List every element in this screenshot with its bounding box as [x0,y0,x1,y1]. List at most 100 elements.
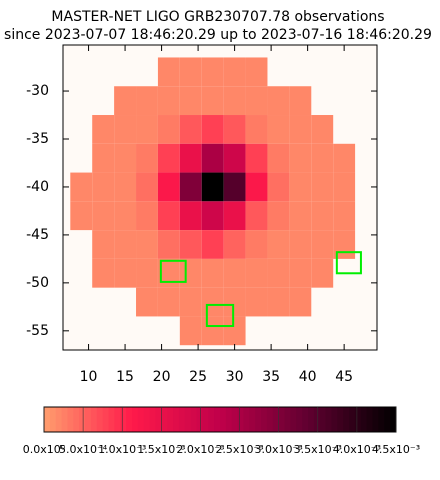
heat-cell [157,143,180,173]
colorbar-segment [67,407,74,432]
heat-cell [179,258,202,288]
colorbar-segment [249,407,256,432]
heat-cell [157,115,180,144]
colorbar-tick-label: 1.0x10⁻³ [98,443,146,456]
heat-cell [92,201,115,231]
heat-cell [179,230,202,259]
y-tick-label: -35 [26,131,49,147]
heat-cell [179,143,202,173]
heat-cell [114,230,137,259]
heat-cell [114,172,137,202]
heat-cell [157,287,180,317]
field-box [159,259,187,283]
colorbar-segment [96,407,104,432]
x-tick-label: 20 [153,369,171,385]
colorbar-segment [114,407,121,432]
heat-cell [245,230,268,259]
heat-cell [245,287,268,317]
heat-cell [245,258,268,288]
colorbar-segment [149,407,156,432]
heat-cell [267,143,290,173]
heat-cell [92,143,115,173]
colorbar-segment [85,407,92,432]
heat-cell [245,201,268,231]
heat-cell [245,143,268,173]
heat-cell [311,143,334,173]
heat-cell [136,172,158,202]
heat-cell [179,287,202,317]
heat-cell [92,172,115,202]
colorbar-tick-label: 4.0x10⁻³ [333,443,381,456]
colorbar-segment [319,407,327,432]
colorbar-segment [44,407,51,432]
heat-cell [136,115,158,144]
heat-cell [311,115,334,144]
colorbar-segment [308,407,315,432]
heat-cell [267,258,290,288]
heat-cell [201,86,224,116]
heat-cell [223,316,246,346]
heat-cell [223,143,246,173]
heat-cell [223,172,246,202]
heat-cell [114,86,137,116]
heat-cell [136,287,158,317]
colorbar-segment [196,407,203,432]
heat-cell [201,258,224,288]
x-tick-label: 15 [116,369,134,385]
heat-cell [223,230,246,259]
heat-cell [136,230,158,259]
plot-frame [62,44,378,351]
heat-cell [289,201,312,231]
heat-cell [201,230,224,259]
colorbar-segment [325,407,332,432]
colorbar-segment [266,407,274,432]
heat-cell [179,201,202,231]
heat-cell [70,201,93,231]
heat-cell [136,201,158,231]
heat-cell [289,86,312,116]
heat-cell [267,172,290,202]
colorbar-segment [167,407,174,432]
y-tick-label: -30 [26,83,49,99]
colorbar-tick-label: 3.0x10⁻³ [255,443,303,456]
heat-cell [179,172,202,202]
x-tick-label: 25 [189,369,207,385]
colorbar-tick-label: 3.5x10⁻³ [294,443,342,456]
colorbar-segment [290,407,297,432]
heat-cell [157,57,180,87]
colorbar-segment [384,407,391,432]
heat-cell [289,230,312,259]
heat-cell [223,86,246,116]
x-tick-label: 45 [335,369,353,385]
heat-cell [333,143,356,173]
colorbar-segment [255,407,262,432]
heat-cell [201,115,224,144]
heat-cell [157,201,180,231]
heat-cell [267,230,290,259]
colorbar-segment [178,407,186,432]
heat-cell [267,201,290,231]
colorbar-tick-label: 2.5x10⁻³ [215,443,263,456]
heat-cell [157,172,180,202]
colorbar-segment [79,407,86,432]
heat-cell [289,143,312,173]
heat-cell [70,172,93,202]
colorbar-segment [331,407,338,432]
heat-cell [289,172,312,202]
colorbar-tick-label: 2.0x10⁻³ [176,443,224,456]
heat-cell [179,316,202,346]
colorbar-segment [354,407,362,432]
heat-cell [245,172,268,202]
y-tick-label: -45 [26,227,49,243]
x-tick-label: 35 [262,369,280,385]
x-tick-label: 30 [226,369,244,385]
y-tick-label: -40 [26,179,49,195]
chart-title: MASTER-NET LIGO GRB230707.78 observation… [51,9,384,25]
colorbar-segment [231,407,239,432]
colorbar-segment [366,407,374,432]
colorbar-segment [173,407,180,432]
colorbar-segment [272,407,280,432]
heat-cell [201,172,224,202]
heat-cell [223,287,246,317]
